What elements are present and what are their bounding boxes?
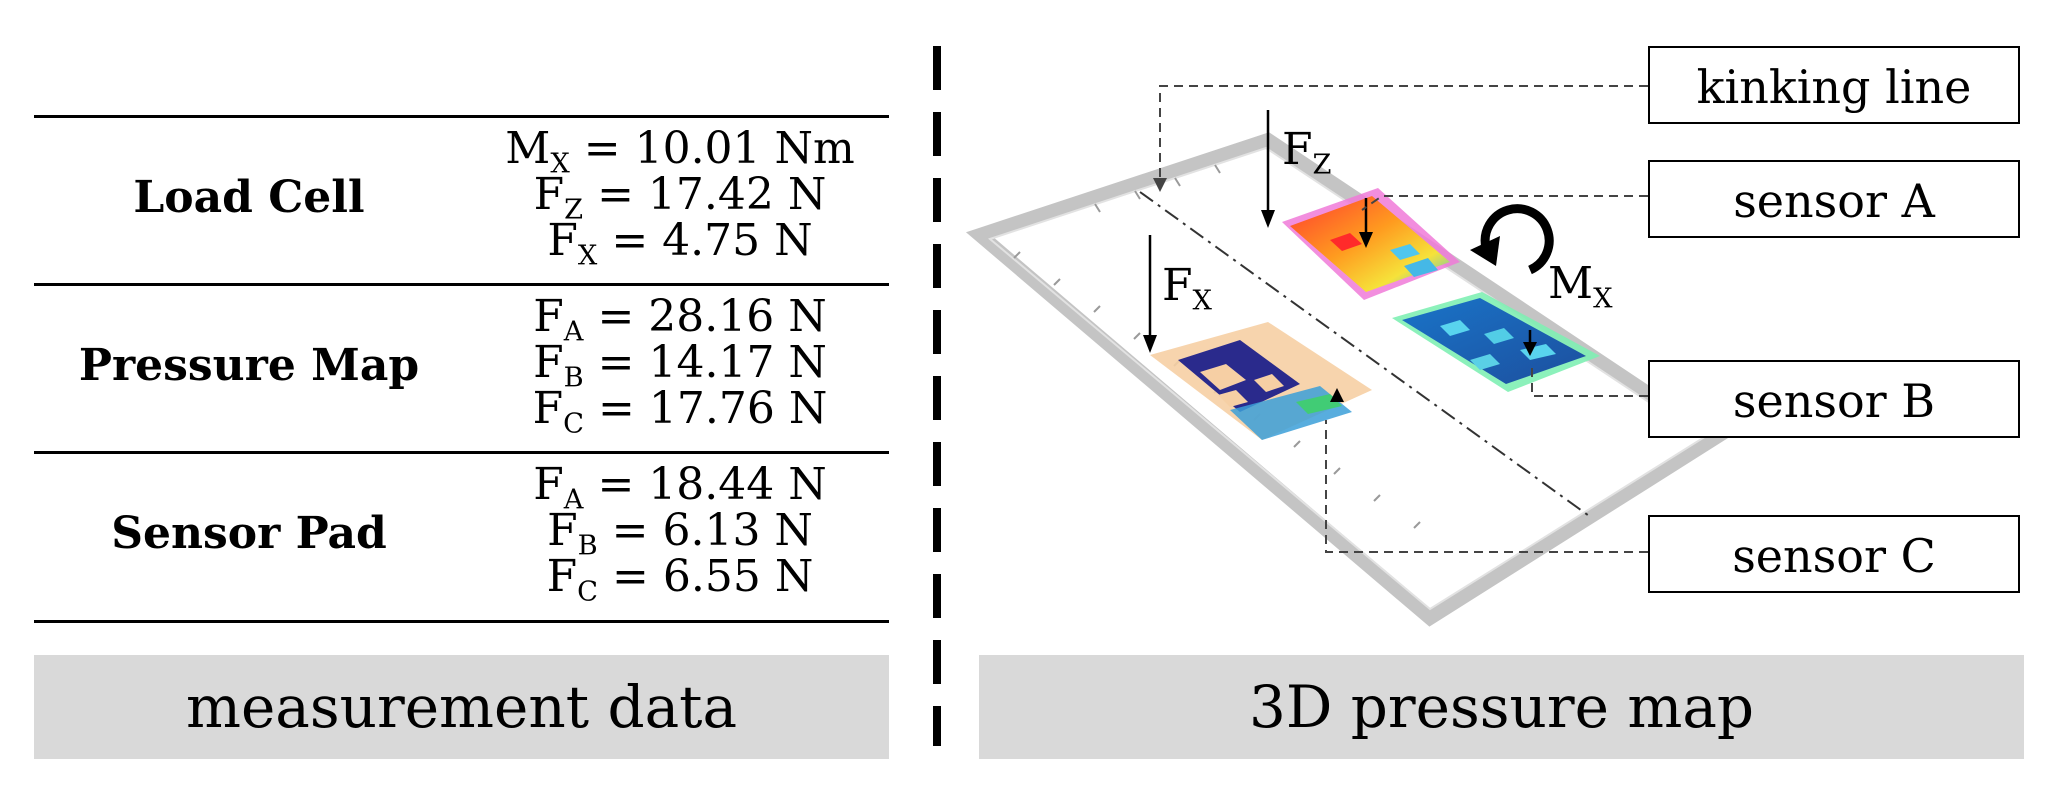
row-values-load-cell: MX = 10.01 Nm FZ = 17.42 N FX = 4.75 N [470,123,890,272]
callout-leaders [1159,85,1648,553]
sensor-b-patch [1392,292,1600,392]
value-line: FA = 18.44 N [533,459,827,516]
leader-kinking-line [1159,85,1648,180]
value-line: MX = 10.01 Nm [505,123,855,180]
force-arrow-fz [1261,110,1275,228]
leader-sensor-b [1531,366,1648,397]
table-rule [34,451,889,454]
sensor-c-patch [1150,322,1372,440]
callout-kinking-line: kinking line [1648,46,2020,124]
leader-sensor-c [1325,420,1648,553]
value-line: FB = 6.13 N [547,505,813,562]
callout-sensor-c: sensor C [1648,515,2020,593]
label-fz: FZ [1282,124,1332,181]
force-arrow-fb [1523,330,1537,356]
panel-label-measurement: measurement data [34,655,889,759]
row-title-sensor-pad: Sensor Pad [111,508,387,559]
row-title-pressure-map: Pressure Map [78,340,420,391]
label-fx: FX [1162,260,1212,317]
row-values-sensor-pad: FA = 18.44 N FB = 6.13 N FC = 6.55 N [470,459,890,608]
moment-arrow-mx [1470,204,1554,275]
force-arrow-fa [1359,198,1373,248]
panel-label-pressure-map: 3D pressure map [979,655,2024,759]
callout-sensor-b: sensor B [1648,360,2020,438]
board-frame [965,132,1728,627]
value-line: FA = 28.16 N [533,291,827,348]
value-line: FC = 17.76 N [532,383,828,440]
table-rule [34,283,889,286]
row-title-load-cell: Load Cell [133,172,365,223]
row-values-pressure-map: FA = 28.16 N FB = 14.17 N FC = 17.76 N [470,291,890,440]
value-line: FX = 4.75 N [547,215,813,272]
force-arrow-fc [1330,388,1344,402]
force-arrow-fx [1143,235,1157,353]
board-inner-edge [987,146,1705,611]
value-line: FC = 6.55 N [546,551,814,608]
table-rule-bottom [34,620,889,623]
leader-kinking-arrowhead [1153,178,1167,192]
panel-divider [933,46,941,746]
label-mx: MX [1548,258,1613,315]
value-line: FB = 14.17 N [533,337,827,394]
table-rule-top [34,115,889,118]
value-line: FZ = 17.42 N [533,169,827,226]
callout-sensor-a: sensor A [1648,160,2020,238]
sensor-a-patch [1282,188,1460,300]
